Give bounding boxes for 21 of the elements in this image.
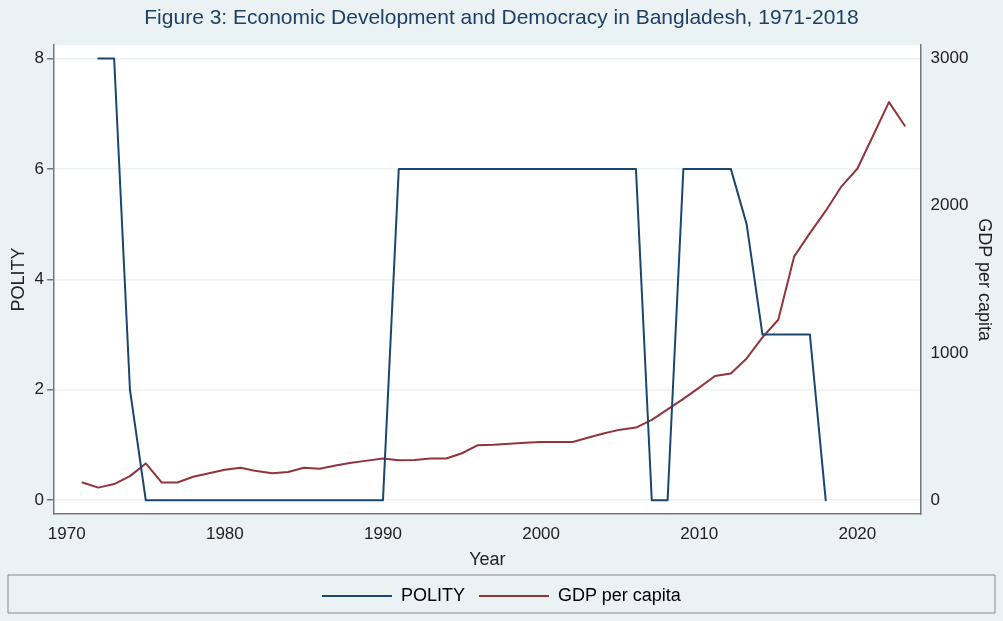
x-tick-label: 1980 xyxy=(205,523,244,543)
legend-label: POLITY xyxy=(400,584,465,605)
y2-tick-label: 2000 xyxy=(930,195,969,215)
chart-title: Figure 3: Economic Development and Democracy in Bangladesh, 1971-2018 xyxy=(144,5,859,29)
x-tick-label: 2000 xyxy=(522,523,560,543)
x-tick-label: 2010 xyxy=(680,523,719,543)
x-tick-label: 1990 xyxy=(364,523,402,543)
y-tick-label: 4 xyxy=(34,269,45,289)
y-tick-label: 2 xyxy=(34,379,45,399)
y-tick-label: 0 xyxy=(34,489,45,509)
x-tick-label: 2020 xyxy=(838,523,877,543)
y2-tick-label: 3000 xyxy=(930,47,969,67)
legend-label: GDP per capita xyxy=(557,584,682,605)
y2-tick-label: 0 xyxy=(930,489,941,509)
y-tick-label: 8 xyxy=(34,48,45,68)
y-axis-title: POLITY xyxy=(7,247,28,312)
y-tick-label: 6 xyxy=(34,158,45,178)
y2-tick-label: 1000 xyxy=(930,342,969,362)
x-tick-label: 1970 xyxy=(47,523,86,543)
x-axis-title: Year xyxy=(469,549,506,570)
y2-axis-title: GDP per capita xyxy=(975,218,996,342)
